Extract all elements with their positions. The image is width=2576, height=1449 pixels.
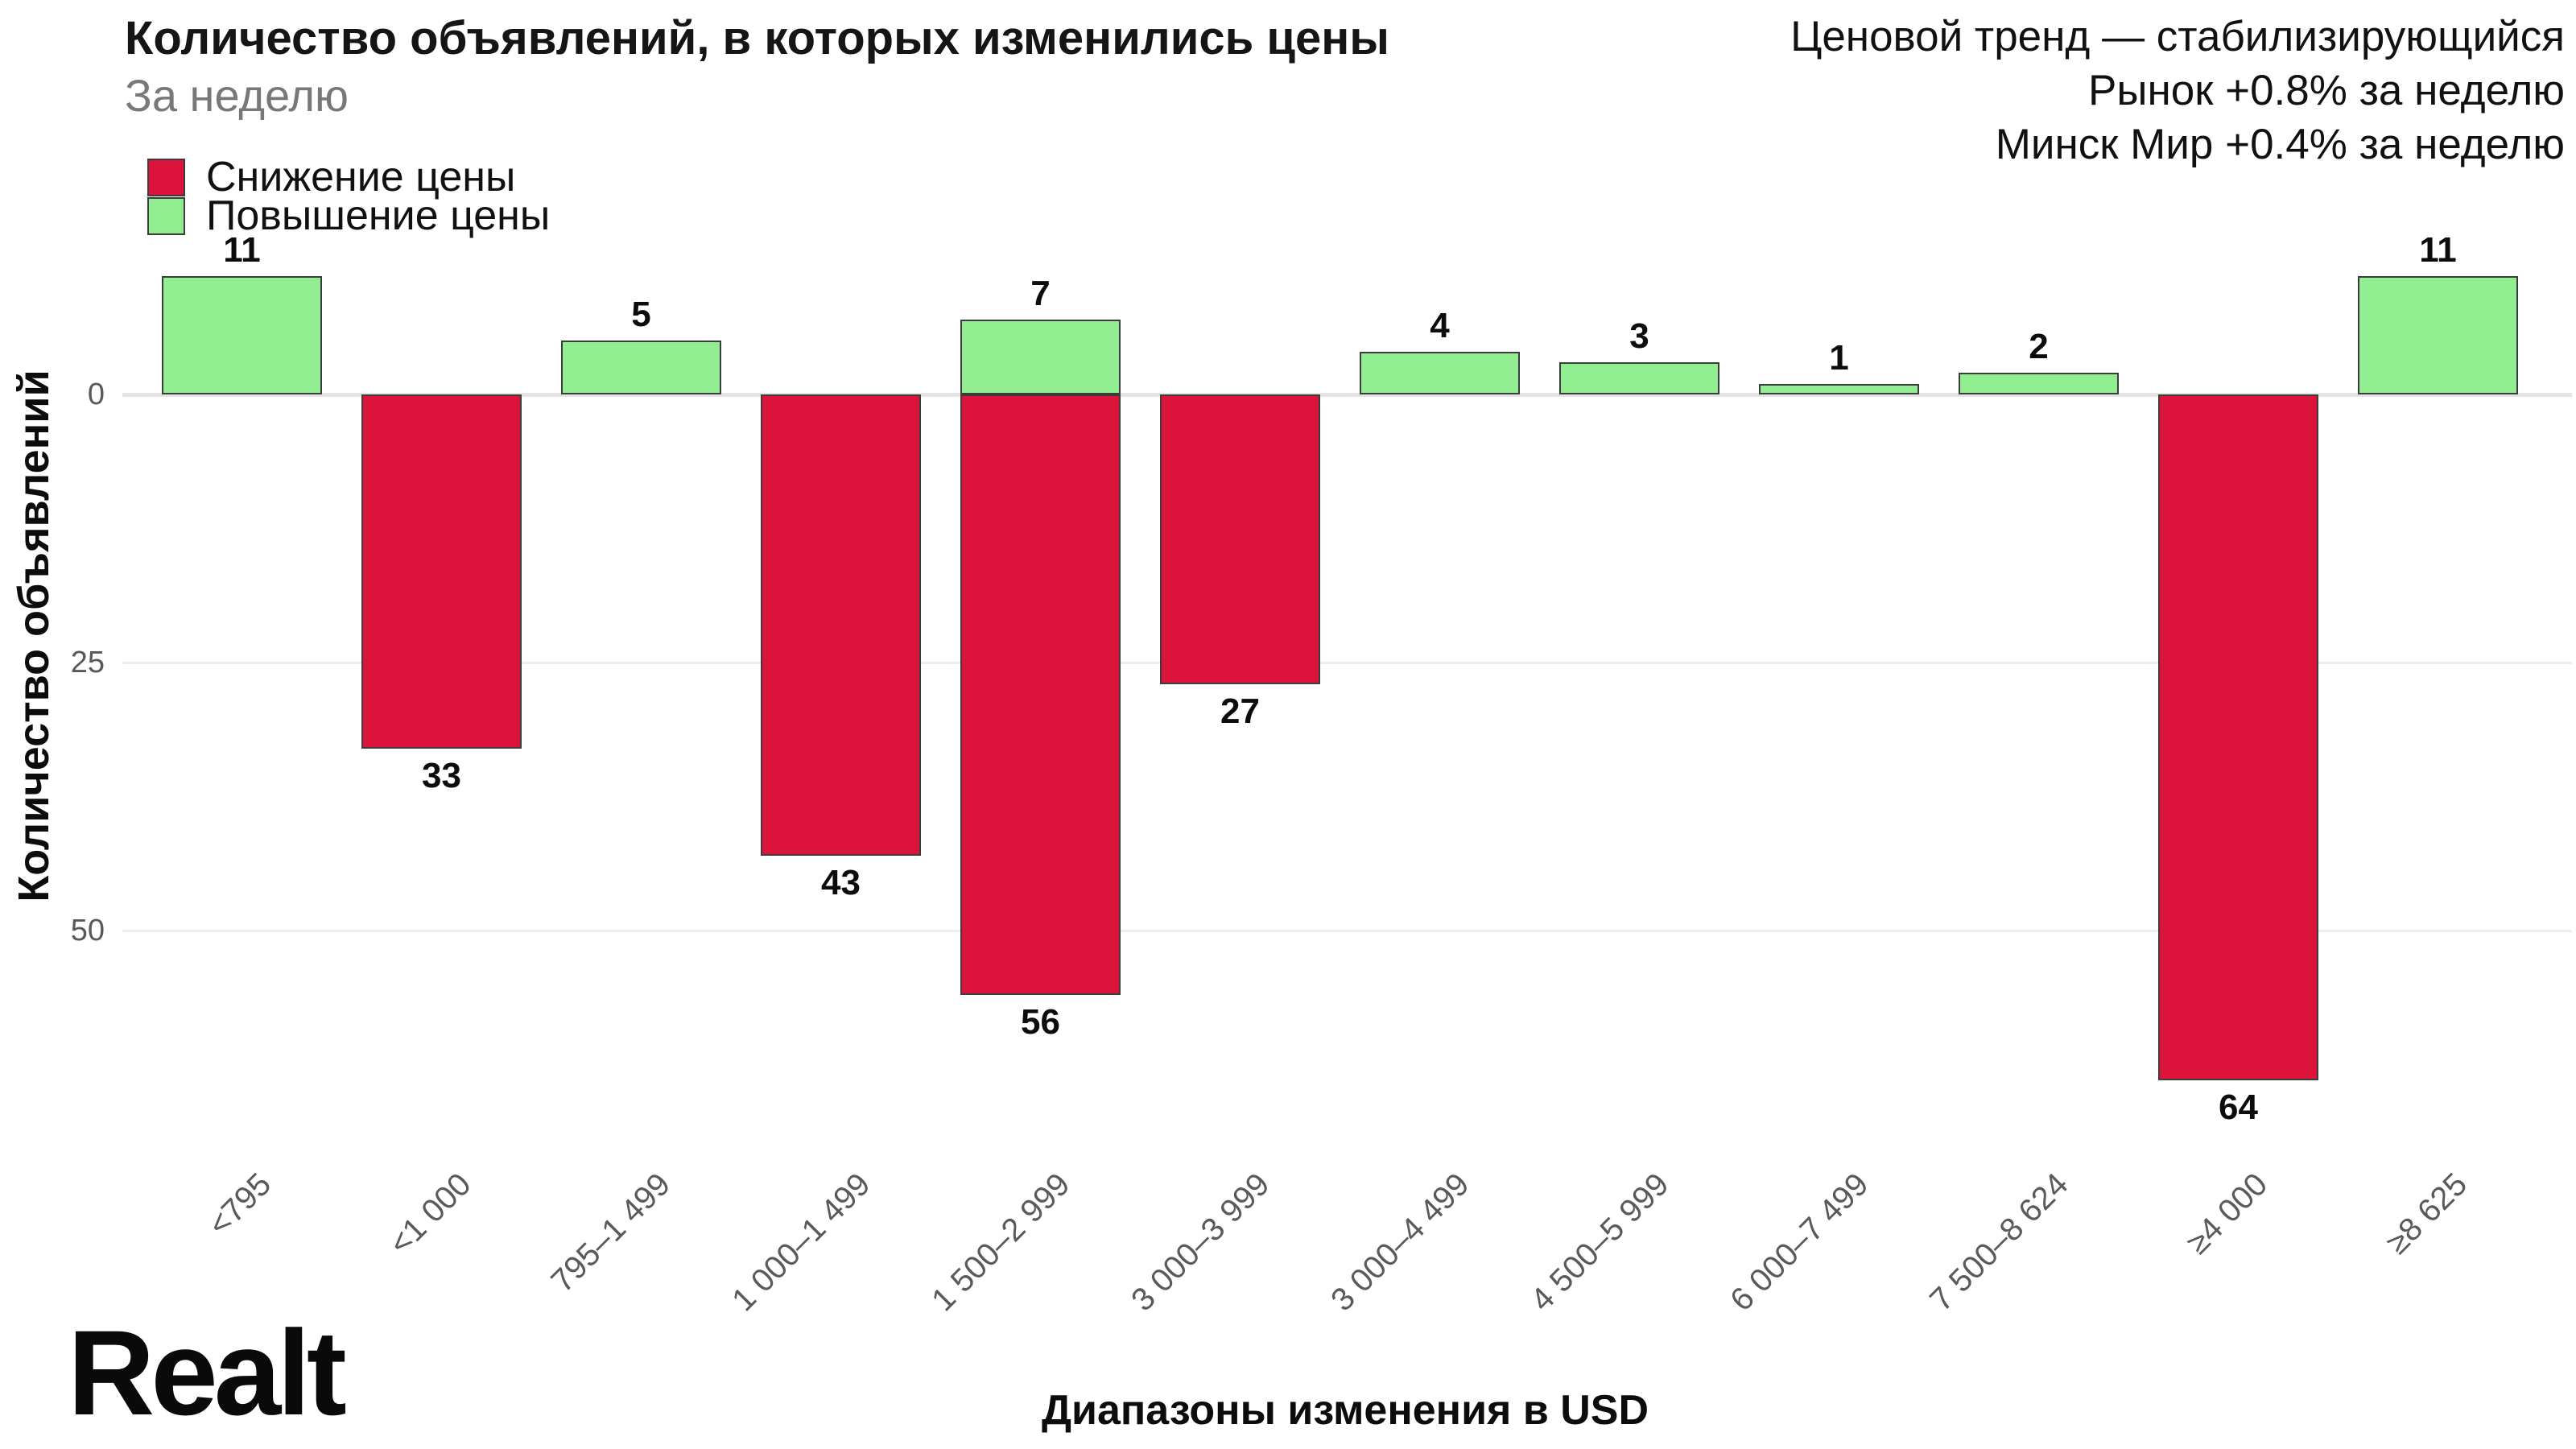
bar-decrease [761,394,921,856]
x-tick-text: 3 000–4 499 [1324,1166,1476,1319]
x-tick-text: 1 500–2 999 [925,1166,1077,1319]
increase-color-swatch [147,196,185,235]
legend-label-decrease: Снижение цены [206,154,516,200]
legend-item-decrease: Снижение цены [147,154,550,200]
zero-line [122,392,2572,397]
bar-value-label: 2 [2029,327,2049,367]
bar-value-label: 64 [2219,1088,2258,1128]
bar-value-label: 27 [1220,691,1260,731]
bar-decrease [2158,394,2318,1081]
y-tick-label-25: 25 [70,646,105,679]
bar-increase [561,341,721,394]
bar-value-label: 3 [1629,316,1649,357]
y-tick-label-50: 50 [70,914,105,947]
x-tick-text: 795–1 499 [544,1166,678,1299]
bar-value-label: 7 [1030,273,1051,313]
legend-item-increase: Повышение цены [147,192,551,239]
x-axis-title: Диапазоны изменения в USD [1041,1387,1649,1434]
bar-increase [1959,373,2119,394]
gridline-25 [122,661,2572,664]
bar-increase [1759,383,1919,394]
y-axis-title: Количество объявлений [10,369,58,902]
bar-value-label: 1 [1829,337,1849,378]
x-tick-text: ≥4 000 [2180,1166,2275,1261]
bar-value-label: 56 [1021,1001,1060,1042]
x-tick-text: 6 000–7 499 [1724,1166,1876,1319]
x-tick-text: ≥8 625 [2380,1166,2475,1261]
bar-value-label: 5 [631,295,651,335]
bar-value-label: 43 [821,862,861,902]
x-tick-text: <795 [201,1166,279,1243]
bar-increase [162,276,322,394]
bar-value-label: 4 [1430,305,1450,345]
bar-increase [960,319,1121,394]
y-tick-label-0: 0 [87,378,105,411]
bar-decrease [1160,394,1320,684]
bar-value-label: 11 [2419,230,2457,270]
trend-annotation: Ценовой тренд — стабилизирующийся Рынок … [1790,10,2565,171]
x-tick-text: 3 000–3 999 [1125,1166,1277,1319]
legend-label-increase: Повышение цены [206,192,551,239]
x-tick-text: 4 500–5 999 [1524,1166,1676,1319]
x-tick-text: 1 000–1 499 [725,1166,877,1319]
bar-increase [2358,276,2518,394]
trend-line-3: Минск Мир +0.4% за неделю [1995,121,2565,168]
legend: Снижение цены Повышение цены [147,154,551,239]
bar-decrease [960,394,1121,995]
decrease-color-swatch [147,158,185,196]
bar-value-label: 11 [223,230,261,270]
x-tick-text: <1 000 [382,1166,478,1262]
gridline-50 [122,929,2572,932]
trend-line-2: Рынок +0.8% за неделю [2088,67,2565,114]
x-tick-text: 7 500–8 624 [1923,1166,2075,1319]
trend-line-1: Ценовой тренд — стабилизирующийся [1790,13,2565,60]
bar-increase [1559,362,1719,394]
bar-increase [1360,351,1520,394]
bar-decrease [361,394,522,749]
bar-value-label: 33 [422,755,461,795]
page-title: Количество объявлений, в которых изменил… [125,12,1389,64]
page-subtitle: За неделю [125,70,349,121]
realt-logo: Realt [68,1305,347,1440]
